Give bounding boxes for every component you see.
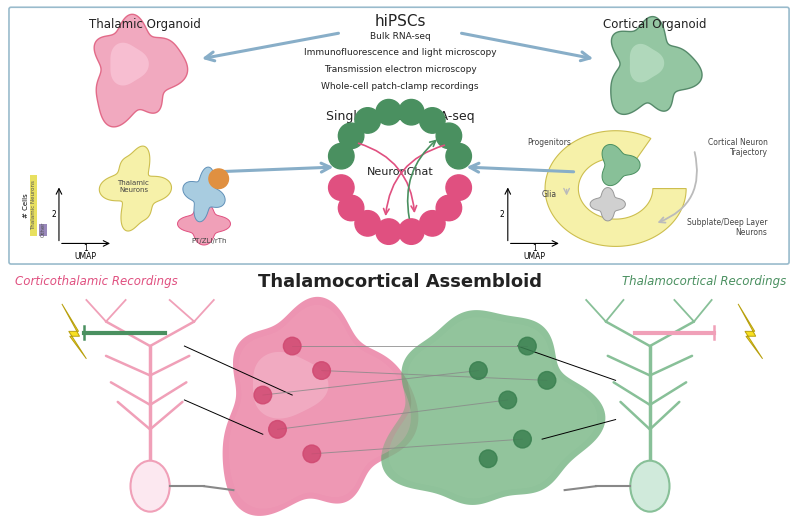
Polygon shape bbox=[253, 352, 329, 419]
Text: Thalamic Organoid: Thalamic Organoid bbox=[90, 18, 201, 31]
Polygon shape bbox=[382, 310, 606, 505]
Text: Thalamocortical Assembloid: Thalamocortical Assembloid bbox=[258, 272, 542, 290]
Text: Subplate/Deep Layer
Neurons: Subplate/Deep Layer Neurons bbox=[687, 218, 767, 237]
Circle shape bbox=[514, 430, 531, 448]
Circle shape bbox=[518, 337, 536, 355]
Circle shape bbox=[355, 210, 381, 236]
Bar bbox=[30, 175, 38, 236]
Circle shape bbox=[398, 100, 424, 125]
Text: 2: 2 bbox=[500, 209, 505, 218]
Polygon shape bbox=[602, 145, 640, 185]
Circle shape bbox=[376, 219, 402, 244]
FancyBboxPatch shape bbox=[9, 7, 789, 264]
Polygon shape bbox=[94, 14, 188, 127]
Circle shape bbox=[436, 195, 462, 220]
Text: Single-nucleus RNA-seq: Single-nucleus RNA-seq bbox=[326, 110, 474, 123]
Ellipse shape bbox=[630, 461, 670, 511]
Circle shape bbox=[398, 219, 424, 244]
Text: hiPSCs: hiPSCs bbox=[374, 14, 426, 29]
Circle shape bbox=[470, 362, 487, 379]
Text: UMAP: UMAP bbox=[74, 252, 97, 261]
Text: # Cells: # Cells bbox=[22, 193, 29, 218]
Circle shape bbox=[303, 445, 321, 463]
Circle shape bbox=[269, 420, 286, 438]
Polygon shape bbox=[738, 304, 762, 359]
Circle shape bbox=[209, 169, 229, 189]
Text: Cortical Organoid: Cortical Organoid bbox=[603, 18, 706, 31]
Circle shape bbox=[436, 123, 462, 148]
Polygon shape bbox=[99, 146, 171, 231]
Text: Bulk RNA-seq: Bulk RNA-seq bbox=[370, 32, 430, 41]
Circle shape bbox=[419, 210, 445, 236]
Circle shape bbox=[446, 144, 471, 169]
Circle shape bbox=[338, 123, 364, 148]
Polygon shape bbox=[110, 43, 149, 85]
Text: Corticothalamic Recordings: Corticothalamic Recordings bbox=[15, 275, 178, 287]
Text: Thalamic
Neurons: Thalamic Neurons bbox=[118, 180, 150, 193]
Circle shape bbox=[499, 391, 517, 409]
Polygon shape bbox=[610, 16, 702, 114]
Polygon shape bbox=[222, 297, 418, 516]
Text: Other: Other bbox=[41, 222, 46, 237]
Text: NeuronChat: NeuronChat bbox=[366, 167, 434, 177]
Circle shape bbox=[355, 108, 381, 133]
Circle shape bbox=[376, 100, 402, 125]
Circle shape bbox=[446, 175, 471, 200]
Text: Progenitors: Progenitors bbox=[528, 138, 571, 147]
Text: 1: 1 bbox=[532, 244, 537, 253]
Circle shape bbox=[538, 372, 556, 389]
Circle shape bbox=[338, 195, 364, 220]
Circle shape bbox=[283, 337, 301, 355]
Text: Immunofluorescence and light microscopy: Immunofluorescence and light microscopy bbox=[304, 48, 496, 57]
Ellipse shape bbox=[130, 461, 170, 511]
Polygon shape bbox=[229, 305, 411, 509]
Text: Cortical Neuron
Trajectory: Cortical Neuron Trajectory bbox=[708, 138, 767, 157]
Circle shape bbox=[479, 450, 497, 467]
Text: Glia: Glia bbox=[542, 190, 557, 199]
Text: Thalamic Neurons: Thalamic Neurons bbox=[31, 180, 36, 230]
Bar bbox=[39, 224, 47, 236]
Text: 1: 1 bbox=[83, 244, 88, 253]
Circle shape bbox=[254, 386, 272, 404]
Text: PT/ZLI/rTh: PT/ZLI/rTh bbox=[191, 237, 226, 244]
Polygon shape bbox=[183, 167, 225, 222]
Text: UMAP: UMAP bbox=[523, 252, 546, 261]
Circle shape bbox=[313, 362, 330, 379]
Text: Thalamocortical Recordings: Thalamocortical Recordings bbox=[622, 275, 786, 287]
Polygon shape bbox=[178, 202, 230, 245]
Polygon shape bbox=[389, 317, 597, 498]
Circle shape bbox=[329, 175, 354, 200]
Circle shape bbox=[329, 144, 354, 169]
Text: 2: 2 bbox=[51, 209, 56, 218]
Text: Whole-cell patch-clamp recordings: Whole-cell patch-clamp recordings bbox=[322, 82, 478, 91]
Polygon shape bbox=[62, 304, 86, 359]
Polygon shape bbox=[630, 44, 664, 82]
Text: Transmission electron microscopy: Transmission electron microscopy bbox=[324, 65, 476, 74]
Circle shape bbox=[419, 108, 445, 133]
Polygon shape bbox=[590, 188, 626, 221]
Polygon shape bbox=[545, 131, 686, 246]
